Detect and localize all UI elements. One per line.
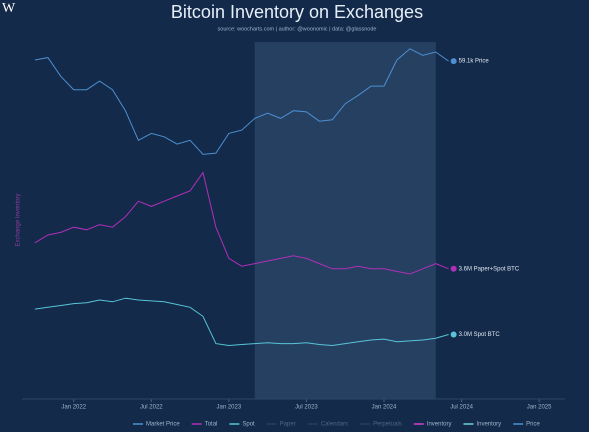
series-line: [34, 297, 449, 347]
y-axis-label: Exchange Inventory: [16, 193, 22, 246]
x-tick-label: Jan 2023: [217, 405, 242, 411]
legend-label[interactable]: Price: [526, 422, 540, 428]
highlight-band: [254, 42, 436, 399]
end-label: 59.1k Price: [459, 59, 490, 65]
chart-subtitle: source: woocharts.com | author: @woonomi…: [218, 26, 377, 32]
end-label: 3.0M Spot BTC: [459, 332, 501, 338]
logo: W: [2, 1, 16, 16]
series-line: [34, 171, 449, 275]
series-line: [34, 48, 449, 155]
legend-label[interactable]: Spot: [242, 422, 255, 428]
legend-label[interactable]: Perpetuals: [373, 422, 402, 428]
end-marker: [450, 58, 457, 65]
legend-label[interactable]: Market Price: [146, 422, 180, 428]
end-marker: [450, 331, 457, 338]
legend-label[interactable]: Calendars: [321, 422, 348, 428]
x-tick-label: Jan 2024: [372, 405, 397, 411]
legend-label[interactable]: Inventory: [427, 422, 452, 428]
x-tick-label: Jan 2025: [527, 405, 552, 411]
x-tick-label: Jan 2022: [61, 405, 86, 411]
end-label: 3.6M Paper+Spot BTC: [459, 266, 520, 272]
x-tick-label: Jul 2022: [140, 405, 163, 411]
legend-label[interactable]: Inventory: [476, 422, 501, 428]
x-tick-label: Jul 2024: [450, 405, 473, 411]
end-marker: [450, 265, 457, 272]
legend-label[interactable]: Paper: [280, 422, 296, 428]
chart-title: Bitcoin Inventory on Exchanges: [171, 2, 423, 22]
legend-label[interactable]: Total: [205, 422, 218, 428]
x-tick-label: Jul 2023: [295, 405, 318, 411]
